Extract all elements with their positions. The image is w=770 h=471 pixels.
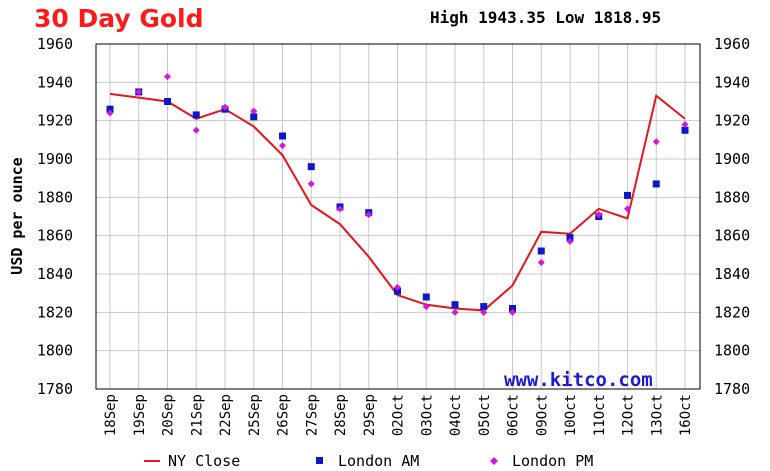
ny-close-line — [109, 92, 686, 312]
london-am-point — [537, 247, 545, 255]
y-tick-label-left: 1860 — [37, 227, 73, 245]
london-am-point — [624, 191, 631, 199]
london-pm-point — [451, 308, 459, 316]
y-axis-right: 1780 1800 1820 1840 1860 1880 1900 1920 1940 1960 — [714, 35, 750, 398]
x-tick-label: 20Sep — [161, 394, 177, 436]
x-tick-label: 11Oct — [592, 394, 608, 436]
london-am-point — [250, 113, 258, 121]
x-tick-label: 03Oct — [419, 394, 435, 436]
x-tick-label: 06Oct — [506, 394, 522, 436]
x-axis: 18Sep 19Sep 20Sep 21Sep 22Sep 25Sep 26Sep 27Sep… — [103, 394, 694, 436]
x-tick-label: 16Oct — [678, 394, 694, 436]
london-pm-point — [135, 88, 143, 96]
y-tick-label-right: 1900 — [714, 150, 750, 168]
y-tick-label-right: 1860 — [714, 227, 750, 245]
london-am-point — [192, 111, 200, 119]
london-am-point — [451, 301, 459, 309]
y-tick-label-left: 1900 — [37, 150, 73, 168]
london-am-point — [307, 163, 315, 171]
london-am-point — [652, 180, 660, 188]
x-tick-label: 09Oct — [534, 394, 550, 436]
y-tick-label-left: 1920 — [37, 112, 73, 130]
london-pm-point — [307, 180, 315, 188]
x-tick-label: 21Sep — [189, 394, 205, 436]
london-pm-point — [279, 142, 286, 150]
y-tick-label-right: 1780 — [714, 380, 750, 398]
series-london-pm — [106, 73, 689, 316]
y-tick-label-right: 1940 — [714, 73, 750, 91]
x-tick-label: 28Sep — [333, 394, 349, 436]
london-pm-point — [106, 109, 114, 117]
series-ny-close — [109, 92, 686, 312]
london-pm-point — [192, 126, 200, 134]
london-am-point — [681, 126, 689, 134]
x-tick-label: 10Oct — [563, 394, 579, 436]
x-tick-label: 05Oct — [477, 394, 493, 436]
y-tick-label-left: 1800 — [37, 342, 73, 360]
y-tick-label-right: 1880 — [714, 188, 750, 206]
y-tick-label-left: 1960 — [37, 35, 73, 53]
y-tick-label-right: 1800 — [714, 342, 750, 360]
london-am-point — [509, 305, 516, 312]
x-tick-label: 19Sep — [132, 394, 148, 436]
legend-london-am-swatch — [316, 457, 323, 464]
kitco-watermark: www.kitco.com — [504, 369, 653, 391]
london-pm-point — [250, 107, 258, 115]
y-tick-label-left: 1840 — [37, 265, 73, 283]
x-tick-label: 25Sep — [247, 394, 263, 436]
london-pm-point — [595, 211, 603, 219]
high-low-summary: High 1943.35 Low 1818.95 — [430, 8, 662, 27]
london-pm-point — [221, 103, 229, 111]
x-tick-label: 27Sep — [304, 394, 320, 436]
y-tick-label-left: 1780 — [37, 380, 73, 398]
x-tick-label: 22Sep — [218, 394, 234, 436]
grid-lines — [96, 43, 700, 390]
x-tick-label: 02Oct — [391, 394, 407, 436]
london-pm-point — [336, 205, 344, 213]
london-am-point — [279, 132, 286, 140]
london-am-point — [164, 98, 171, 105]
x-tick-label: 26Sep — [276, 394, 292, 436]
y-axis-label: USD per ounce — [8, 157, 26, 274]
london-pm-point — [480, 308, 488, 316]
london-pm-point — [422, 303, 430, 311]
x-tick-label: 04Oct — [448, 394, 464, 436]
london-am-point — [394, 287, 401, 295]
chart-title: 30 Day Gold — [34, 4, 204, 33]
london-pm-point — [365, 211, 373, 219]
london-pm-point — [394, 283, 401, 291]
london-pm-point — [681, 121, 689, 128]
london-pm-point — [566, 237, 574, 245]
x-tick-label: 18Sep — [103, 394, 119, 436]
y-tick-label-right: 1840 — [714, 265, 750, 283]
y-tick-label-left: 1820 — [37, 303, 73, 321]
y-tick-label-right: 1920 — [714, 112, 750, 130]
x-tick-label: 12Oct — [621, 394, 637, 436]
legend-london-pm-label: London PM — [512, 452, 593, 470]
legend: NY Close London AM London PM — [144, 452, 593, 470]
y-tick-label-left: 1940 — [37, 73, 73, 91]
y-tick-label-right: 1960 — [714, 35, 750, 53]
x-tick-label: 13Oct — [649, 394, 665, 436]
plot-frame — [95, 43, 701, 390]
y-tick-label-left: 1880 — [37, 188, 73, 206]
y-axis-left: 1780 1800 1820 1840 1860 1880 1900 1920 1940 1960 — [37, 35, 73, 398]
y-tick-label-right: 1820 — [714, 303, 750, 321]
london-pm-point — [164, 73, 171, 81]
london-pm-point — [652, 138, 660, 146]
x-tick-label: 29Sep — [362, 394, 378, 436]
legend-ny-close-label: NY Close — [168, 452, 240, 470]
london-pm-point — [509, 308, 516, 316]
london-am-point — [106, 105, 114, 113]
legend-london-am-label: London AM — [338, 452, 419, 470]
london-am-point — [566, 234, 574, 242]
london-am-point — [422, 293, 430, 301]
london-pm-point — [537, 259, 545, 266]
legend-london-pm-swatch — [490, 457, 498, 465]
london-pm-point — [624, 205, 631, 213]
london-am-point — [480, 303, 488, 311]
